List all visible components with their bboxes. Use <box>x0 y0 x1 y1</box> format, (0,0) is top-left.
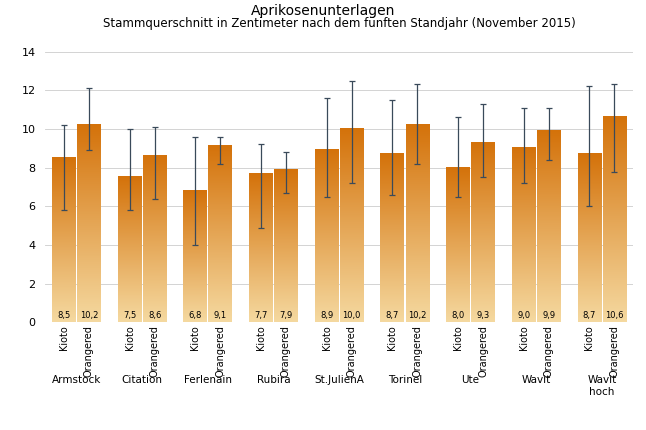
Text: 8,7: 8,7 <box>386 310 399 319</box>
Text: 10,2: 10,2 <box>79 310 98 319</box>
Text: 9,0: 9,0 <box>517 310 530 319</box>
Text: 8,9: 8,9 <box>320 310 333 319</box>
Text: 8,6: 8,6 <box>148 310 162 319</box>
Text: 8,0: 8,0 <box>452 310 464 319</box>
Text: 9,3: 9,3 <box>477 310 490 319</box>
Text: Aprikosenunterlagen: Aprikosenunterlagen <box>251 4 395 18</box>
Title: Stammquerschnitt in Zentimeter nach dem fünften Standjahr (November 2015): Stammquerschnitt in Zentimeter nach dem … <box>103 17 576 30</box>
Text: 7,5: 7,5 <box>123 310 136 319</box>
Text: 8,5: 8,5 <box>57 310 70 319</box>
Text: 6,8: 6,8 <box>189 310 202 319</box>
Text: 9,9: 9,9 <box>542 310 556 319</box>
Text: 9,1: 9,1 <box>214 310 227 319</box>
Text: 10,6: 10,6 <box>605 310 623 319</box>
Text: 10,2: 10,2 <box>408 310 426 319</box>
Text: 7,7: 7,7 <box>255 310 267 319</box>
Text: 10,0: 10,0 <box>342 310 361 319</box>
Text: 7,9: 7,9 <box>279 310 293 319</box>
Text: 8,7: 8,7 <box>583 310 596 319</box>
